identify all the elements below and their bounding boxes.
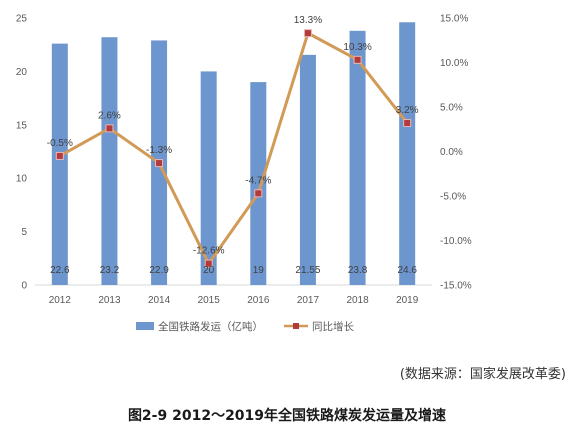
line-data-labels: -0.5% 2.6% -1.3% -12.6% -4.7% 13.3% 10.3% 3.2% — [47, 15, 419, 257]
left-axis-tick-label: 20 — [16, 67, 28, 78]
growth-value-label: 2.6% — [98, 110, 121, 121]
x-axis-tick-label: 2012 — [49, 295, 72, 306]
growth-value-label: -12.6% — [193, 246, 225, 257]
x-axis-tick-label: 2013 — [98, 295, 121, 306]
growth-marker-2017 — [303, 29, 312, 38]
left-axis-tick-label: 5 — [21, 227, 27, 238]
growth-value-label: 10.3% — [343, 42, 371, 53]
left-axis-tick-label: 15 — [16, 120, 28, 131]
growth-marker-2015 — [204, 259, 213, 268]
legend: 全国铁路发运（亿吨） 同比增长 — [136, 320, 354, 333]
growth-value-label: -4.7% — [245, 175, 271, 186]
chart: 0 5 10 15 20 25 -15.0% -10.0% -5.0% 0.0% 5.0% 10.0… — [16, 14, 472, 334]
source-note: (数据来源：国家发展改革委) — [399, 367, 566, 382]
bar-2019 — [399, 22, 416, 285]
right-axis-tick-label: 10.0% — [440, 58, 468, 69]
bar-2016 — [250, 82, 267, 285]
growth-value-label: -0.5% — [47, 138, 73, 149]
legend-line-marker — [293, 323, 299, 329]
right-axis-tick-label: -5.0% — [440, 192, 466, 203]
bar-2017 — [299, 54, 316, 285]
left-axis-tick-label: 10 — [16, 174, 28, 185]
growth-value-label: 13.3% — [294, 15, 322, 26]
left-axis-tick-label: 25 — [16, 14, 28, 25]
bar-value-label: 22.6 — [50, 265, 70, 276]
x-axis-tick-label: 2015 — [198, 295, 221, 306]
growth-value-label: -1.3% — [146, 145, 172, 156]
bar-value-label: 20 — [203, 265, 215, 276]
x-axis-ticks: 2012 2013 2014 2015 2016 2017 2018 2019 — [49, 295, 419, 306]
legend-line-label: 同比增长 — [312, 320, 354, 333]
x-axis-tick-label: 2016 — [247, 295, 270, 306]
right-axis-tick-label: 5.0% — [440, 103, 463, 114]
growth-line — [59, 31, 409, 266]
growth-marker-2013 — [105, 124, 114, 133]
growth-marker-2014 — [155, 159, 164, 168]
growth-marker-2012 — [55, 151, 64, 160]
x-axis-tick-label: 2019 — [396, 295, 419, 306]
x-axis-tick-label: 2017 — [297, 295, 320, 306]
bar-value-label: 23.2 — [100, 265, 120, 276]
right-axis-tick-label: 15.0% — [440, 14, 468, 25]
bar-value-label: 24.6 — [397, 265, 417, 276]
bar-2012 — [51, 43, 68, 285]
growth-marker-2018 — [353, 55, 362, 64]
growth-marker-2016 — [254, 189, 263, 198]
bar-value-label: 22.9 — [149, 265, 169, 276]
right-axis-tick-label: -15.0% — [440, 281, 472, 292]
legend-bar-swatch — [136, 322, 154, 330]
growth-value-label: 3.2% — [396, 105, 419, 116]
bar-value-label: 19 — [253, 265, 265, 276]
x-axis-tick-label: 2014 — [148, 295, 171, 306]
bar-2018 — [349, 30, 366, 286]
figure-caption: 图2-9 2012～2019年全国铁路煤炭发运量及增速 — [127, 408, 447, 424]
growth-marker-2019 — [403, 119, 412, 128]
bar-value-label: 21.55 — [295, 265, 320, 276]
bar-data-labels: 22.6 23.2 22.9 20 19 21.55 23.8 24.6 — [50, 265, 417, 276]
left-axis-tick-label: 0 — [21, 281, 27, 292]
bar-2015 — [200, 71, 217, 286]
left-axis-ticks: 0 5 10 15 20 25 — [16, 14, 28, 292]
bar-value-label: 23.8 — [348, 265, 368, 276]
right-axis-tick-label: -10.0% — [440, 236, 472, 247]
legend-bar-label: 全国铁路发运（亿吨） — [158, 320, 263, 333]
line-series — [55, 29, 412, 268]
right-axis-ticks: -15.0% -10.0% -5.0% 0.0% 5.0% 10.0% 15.0% — [440, 14, 472, 292]
bar-2013 — [101, 37, 118, 285]
x-axis-tick-label: 2018 — [346, 295, 369, 306]
right-axis-tick-label: 0.0% — [440, 147, 463, 158]
